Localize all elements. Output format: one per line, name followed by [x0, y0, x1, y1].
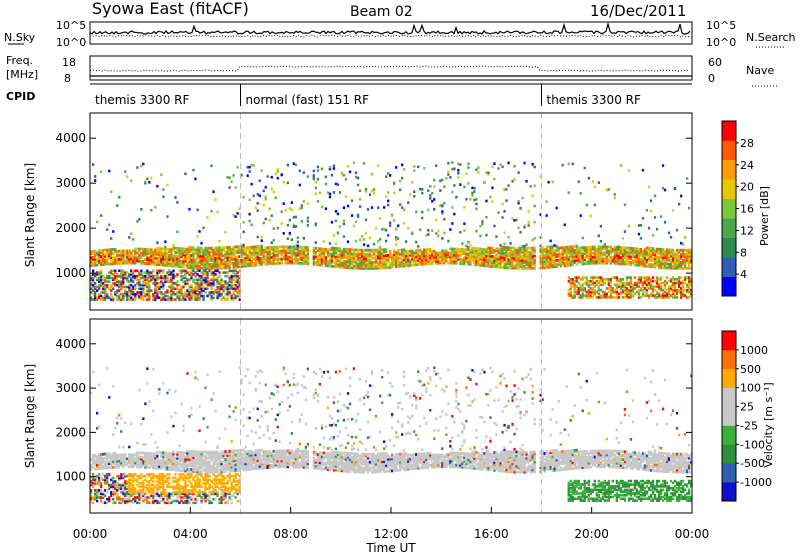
- colorbar-swatch: [722, 349, 736, 370]
- colorbar-tick-label: -100: [740, 438, 765, 451]
- colorbar-tick-label: -500: [740, 457, 765, 470]
- nave-tick-bottom: 0: [708, 72, 715, 85]
- nsearch-tick-top: 10^5: [706, 19, 736, 32]
- freq-panel: [89, 55, 693, 81]
- colorbar-tick-label: -25: [740, 419, 758, 432]
- colorbar-swatch: [722, 218, 736, 238]
- velocity-panel: 1000 2000 3000 4000 00:00 04:00 08:00 12:00 16:…: [55, 318, 710, 541]
- colorbar-swatch: [722, 444, 736, 464]
- colorbar-swatch: [722, 276, 736, 297]
- colorbar-swatch: [722, 159, 736, 180]
- cpid-row: themis 3300 RF normal (fast) 151 RF themis…: [95, 84, 641, 107]
- freq-tick-bottom: 8: [64, 72, 71, 85]
- nsky-panel: [89, 21, 693, 45]
- colorbar-swatch: [722, 140, 736, 161]
- colorbar-swatch: [722, 237, 736, 258]
- colorbar-tick-label: -1000: [740, 476, 772, 489]
- nsearch-line: [89, 34, 691, 38]
- power-colorbar: 4 8 12 16 20 24 28: [721, 120, 754, 297]
- nsky-line: [89, 21, 691, 35]
- x-tick-label: 08:00: [273, 527, 308, 541]
- y-tick-label: 3000: [55, 176, 86, 190]
- colorbar-swatch: [722, 368, 736, 388]
- x-tick-label: 20:00: [574, 527, 609, 541]
- nsky-tick-bottom: 10^0: [56, 36, 86, 49]
- x-tick-label: 12:00: [374, 527, 409, 541]
- velocity-colorbar: -1000 -500 -100 -25 25 100 500 1000: [721, 330, 772, 502]
- colorbar-swatch: [722, 331, 736, 351]
- x-tick-label: 00:00: [675, 527, 710, 541]
- cpid-label: CPID: [6, 90, 35, 103]
- velocity-ylabel: Slant Range [km]: [23, 364, 37, 468]
- colorbar-swatch: [722, 482, 736, 502]
- y-tick-label: 4000: [55, 131, 86, 145]
- y-tick-label: 1000: [55, 266, 86, 280]
- colorbar-tick-label: 100: [740, 382, 761, 395]
- y-tick-label: 2000: [55, 425, 86, 439]
- station-title: Syowa East (fitACF): [92, 0, 249, 18]
- power-ylabel: Slant Range [km]: [23, 163, 37, 267]
- colorbar-tick-label: 28: [740, 137, 754, 150]
- colorbar-tick-label: 20: [740, 181, 754, 194]
- colorbar-swatch: [722, 257, 736, 277]
- nave-tick-top: 60: [708, 56, 722, 69]
- velocity-cbar-label: Velocity [m s⁻¹]: [762, 382, 775, 467]
- cpid-segment-label: themis 3300 RF: [547, 93, 641, 107]
- colorbar-tick-label: 500: [740, 363, 761, 376]
- power-cbar-label: Power [dB]: [758, 186, 771, 246]
- date-label: 16/Dec/2011: [590, 2, 686, 20]
- x-tick-label: 00:00: [73, 527, 108, 541]
- nsearch-tick-bottom: 10^0: [706, 36, 736, 49]
- power-panel: 1000 2000 3000 4000: [55, 112, 693, 311]
- x-tick-label: 04:00: [173, 527, 208, 541]
- colorbar-swatch: [722, 121, 736, 141]
- y-tick-label: 3000: [55, 381, 86, 395]
- y-tick-label: 1000: [55, 470, 86, 484]
- nave-line: [89, 65, 691, 72]
- colorbar-swatch: [722, 387, 736, 407]
- beam-label: Beam 02: [350, 4, 413, 20]
- colorbar-tick-label: 12: [740, 224, 754, 237]
- y-tick-label: 2000: [55, 221, 86, 235]
- nsky-label: N.Sky: [4, 31, 36, 44]
- colorbar-swatch: [722, 179, 736, 199]
- cpid-segment-label: themis 3300 RF: [95, 93, 189, 107]
- nave-label: Nave: [746, 64, 774, 77]
- colorbar-tick-label: 1000: [740, 344, 768, 357]
- freq-tick-top: 18: [62, 56, 76, 69]
- colorbar-tick-label: 24: [740, 159, 754, 172]
- nsearch-label: N.Search: [746, 31, 796, 44]
- y-tick-label: 4000: [55, 337, 86, 351]
- colorbar-tick-label: 25: [740, 401, 754, 414]
- nsky-tick-top: 10^5: [56, 19, 86, 32]
- freq-label-2: [MHz]: [6, 68, 38, 81]
- colorbar-swatch: [722, 425, 736, 445]
- colorbar-tick-label: 16: [740, 203, 754, 216]
- colorbar-tick-label: 8: [740, 246, 747, 259]
- x-tick-label: 16:00: [474, 527, 509, 541]
- colorbar-tick-label: 4: [740, 268, 747, 281]
- cpid-segment-label: normal (fast) 151 RF: [246, 93, 370, 107]
- colorbar-frame: [721, 330, 737, 502]
- colorbar-swatch: [722, 406, 736, 426]
- colorbar-swatch: [722, 463, 736, 483]
- colorbar-swatch: [722, 198, 736, 219]
- freq-label-1: Freq.: [6, 54, 33, 67]
- velocity-xlabel: Time UT: [365, 541, 416, 554]
